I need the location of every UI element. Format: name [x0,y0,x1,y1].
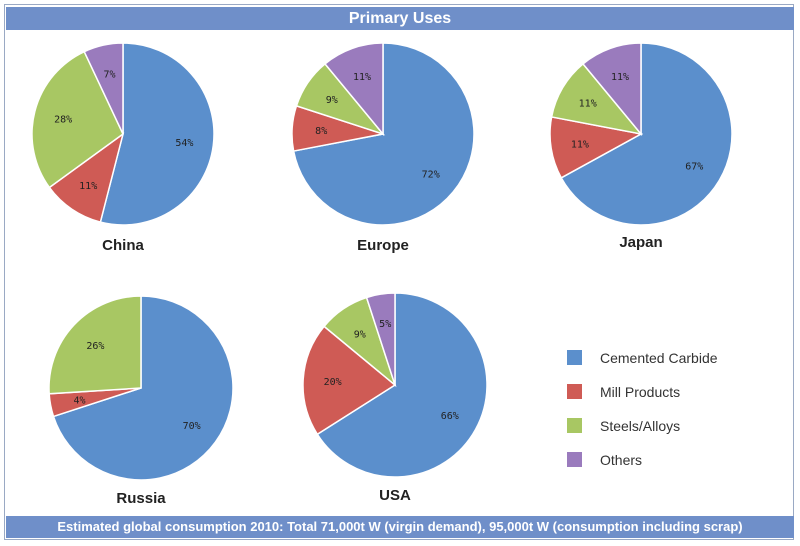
slice-label-china-others: 7% [103,70,115,81]
slice-label-usa-cemented-carbide: 66% [441,411,459,422]
slice-label-china-steels-alloys: 28% [54,115,72,126]
slice-label-china-cemented-carbide: 54% [175,138,193,149]
legend: Cemented Carbide Mill Products Steels/Allo… [567,350,718,468]
legend-label-steels-alloys: Steels/Alloys [600,418,680,434]
slice-china-steels-alloys [31,50,124,189]
slice-label-russia-steels-alloys: 26% [86,341,104,352]
slice-label-japan-cemented-carbide: 67% [685,162,703,173]
slice-label-japan-mill-products: 11% [571,140,589,151]
slice-china-cemented-carbide [99,42,215,226]
pie-title-russia: Russia [116,490,166,507]
slice-label-europe-steels-alloys: 9% [326,95,338,106]
pie-japan: 67% 11% 11% 11% Japan [549,42,733,251]
pie-europe: 72% 8% 9% 11% Europe [291,42,475,254]
slice-label-russia-cemented-carbide: 70% [183,421,201,432]
slice-label-usa-steels-alloys: 9% [354,329,366,340]
legend-swatch-others [567,452,582,467]
chart-title: Primary Uses [6,7,794,30]
pie-title-china: China [102,237,144,254]
slice-russia-cemented-carbide [52,295,234,481]
legend-label-others: Others [600,452,642,468]
legend-swatch-cemented-carbide [567,350,582,365]
slice-label-usa-mill-products: 20% [324,377,342,388]
slice-label-usa-others: 5% [379,319,391,330]
pie-usa: 66% 20% 9% 5% USA [302,292,488,504]
legend-label-mill-products: Mill Products [600,384,680,400]
pie-russia: 70% 4% 26% Russia [48,295,234,507]
slice-label-russia-mill-products: 4% [73,396,85,407]
pie-china: 54% 11% 28% 7% China [31,42,215,254]
slice-russia-steels-alloys [48,295,142,395]
slice-label-europe-mill-products: 8% [315,126,327,137]
slice-label-europe-others: 11% [353,72,371,83]
pie-title-usa: USA [379,487,411,504]
slice-label-europe-cemented-carbide: 72% [422,169,440,180]
footer-note: Estimated global consumption 2010: Total… [6,516,794,538]
slice-japan-cemented-carbide [560,42,733,226]
legend-swatch-mill-products [567,384,582,399]
legend-label-cemented-carbide: Cemented Carbide [600,350,718,366]
slice-label-japan-steels-alloys: 11% [579,99,597,110]
slice-label-japan-others: 11% [611,72,629,83]
slice-japan-others [581,42,642,137]
pie-title-japan: Japan [619,234,662,251]
slice-label-china-mill-products: 11% [79,181,97,192]
slice-usa-others [365,292,396,386]
slice-usa-mill-products [302,325,397,436]
legend-swatch-steels-alloys [567,418,582,433]
slice-europe-others [323,42,384,137]
slice-usa-cemented-carbide [316,292,488,478]
pie-title-europe: Europe [357,237,409,254]
slice-china-others [83,42,124,135]
